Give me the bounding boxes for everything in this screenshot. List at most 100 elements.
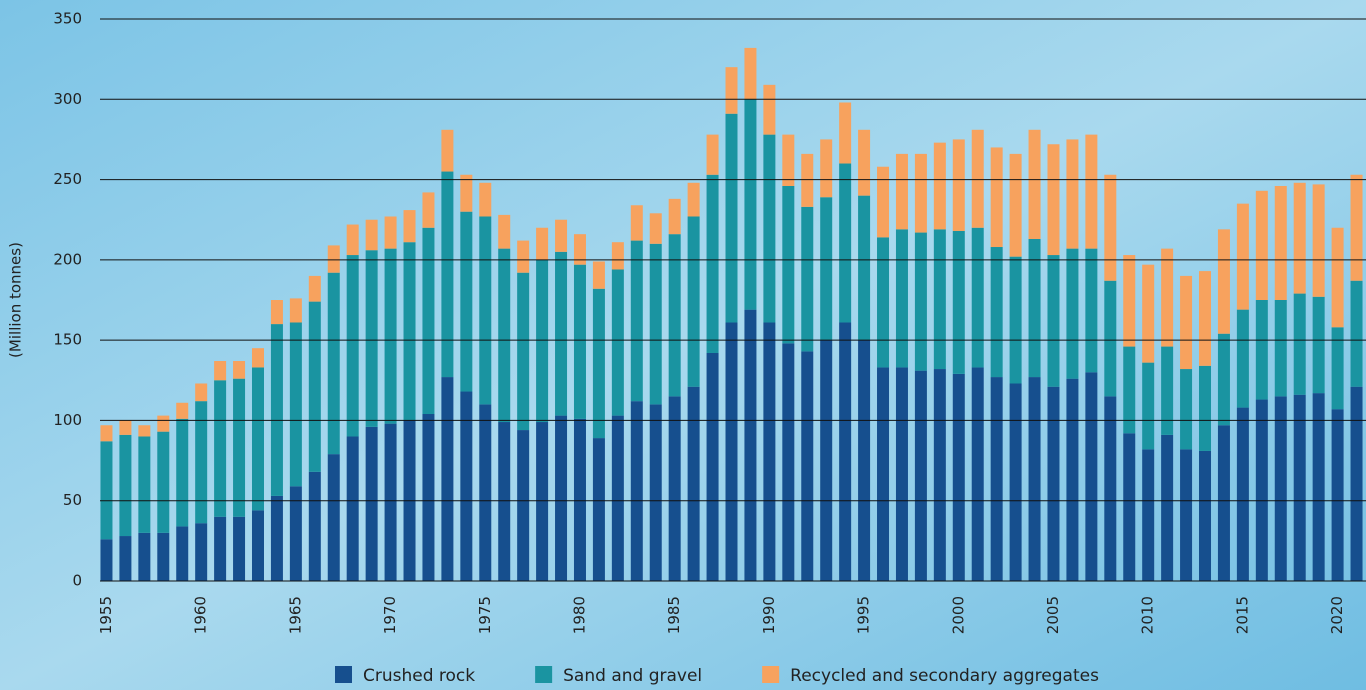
- bar-segment: [839, 102, 852, 164]
- bar-segment: [555, 251, 568, 416]
- bar-segment: [1142, 362, 1155, 450]
- bar-segment: [251, 367, 264, 511]
- bar-segment: [138, 436, 151, 533]
- bar-segment: [270, 324, 283, 496]
- bar-segment: [517, 272, 530, 431]
- bar-segment: [990, 377, 1003, 581]
- bar-segment: [1312, 393, 1325, 581]
- bar-segment: [1123, 433, 1136, 581]
- bar-segment: [1180, 449, 1193, 581]
- bar-segment: [384, 423, 397, 581]
- bar-segment: [895, 153, 908, 230]
- bar-segment: [1009, 383, 1022, 581]
- bar-segment: [1293, 293, 1306, 395]
- bar-segment: [176, 418, 189, 527]
- bar-segment: [1274, 300, 1287, 397]
- bar-segment: [933, 229, 946, 370]
- bar-segment: [1236, 203, 1249, 310]
- bar-segment: [119, 420, 132, 435]
- bar-segment: [895, 229, 908, 368]
- bar-segment: [971, 129, 984, 228]
- bar-segment: [157, 431, 170, 533]
- bar-segment: [725, 322, 738, 581]
- x-tick-label: 2000: [949, 596, 967, 634]
- bar-segment: [1104, 396, 1117, 581]
- bar-segment: [1331, 327, 1344, 410]
- bar-segment: [176, 402, 189, 419]
- bar-segment: [687, 182, 700, 217]
- bar-segment: [1255, 190, 1268, 300]
- bar-segment: [1236, 309, 1249, 408]
- x-tick-label: 1980: [570, 596, 588, 634]
- bar-segment: [1217, 333, 1230, 426]
- bar-segment: [801, 153, 814, 207]
- bar-segment: [498, 214, 511, 249]
- bar-segment: [251, 348, 264, 368]
- bar-segment: [517, 430, 530, 581]
- bar-segment: [952, 373, 965, 581]
- bar-segment: [990, 147, 1003, 248]
- x-tick-label: 1970: [381, 596, 399, 634]
- bar-segment: [839, 322, 852, 581]
- bar-segment: [573, 264, 586, 419]
- bar-segment: [877, 367, 890, 581]
- bar-segment: [289, 486, 302, 581]
- bar-segment: [1085, 372, 1098, 581]
- bar-segment: [270, 495, 283, 581]
- bar-segment: [327, 245, 340, 273]
- bar-segment: [687, 386, 700, 581]
- bar-segment: [422, 227, 435, 415]
- bar-segment: [1009, 153, 1022, 257]
- bar-segment: [782, 185, 795, 344]
- bar-segment: [1028, 377, 1041, 581]
- bar-segment: [1123, 346, 1136, 434]
- bar-segment: [839, 163, 852, 323]
- bar-segment: [460, 174, 473, 212]
- bar-segment: [1142, 264, 1155, 363]
- bar-segment: [176, 526, 189, 581]
- bar-segment: [971, 367, 984, 581]
- bar-segment: [763, 322, 776, 581]
- y-tick-label: 350: [53, 10, 82, 28]
- bar-segment: [1217, 229, 1230, 334]
- bar-segment: [498, 248, 511, 423]
- bar-segment: [744, 47, 757, 100]
- x-tick-label: 2015: [1233, 596, 1251, 634]
- bar-segment: [706, 174, 719, 353]
- bar-segment: [384, 248, 397, 424]
- bar-segment: [858, 129, 871, 196]
- bar-segment: [346, 436, 359, 581]
- bar-segment: [289, 322, 302, 487]
- bar-segment: [555, 219, 568, 252]
- x-tick-label: 1955: [97, 596, 115, 634]
- bar-segment: [1180, 369, 1193, 450]
- bar-segment: [1350, 174, 1363, 281]
- bar-segment: [251, 510, 264, 581]
- bar-segment: [1180, 275, 1193, 370]
- bar-segment: [895, 367, 908, 581]
- bar-segment: [1066, 139, 1079, 249]
- bar-segment: [801, 351, 814, 581]
- bar-segment: [1350, 386, 1363, 581]
- bar-segment: [346, 224, 359, 256]
- bar-segment: [460, 211, 473, 392]
- bar-segment: [441, 129, 454, 172]
- bar-segment: [384, 216, 397, 249]
- bar-segment: [668, 234, 681, 397]
- x-tick-label: 1960: [192, 596, 210, 634]
- x-tick-label: 1985: [665, 596, 683, 634]
- bar-segment: [725, 113, 738, 323]
- y-axis-label: (Million tonnes): [7, 242, 25, 358]
- bar-segment: [1085, 248, 1098, 373]
- bar-segment: [138, 532, 151, 581]
- legend: Crushed rock Sand and gravel Recycled and …: [335, 666, 1099, 686]
- y-tick-label: 300: [53, 90, 82, 108]
- bar-segment: [327, 272, 340, 455]
- bar-segment: [706, 352, 719, 581]
- bar-segment: [119, 434, 132, 537]
- bar-segment: [611, 415, 624, 581]
- bar-segment: [308, 471, 321, 581]
- bar-segment: [952, 230, 965, 374]
- bar-segment: [270, 300, 283, 325]
- x-tick-label: 1965: [286, 596, 304, 634]
